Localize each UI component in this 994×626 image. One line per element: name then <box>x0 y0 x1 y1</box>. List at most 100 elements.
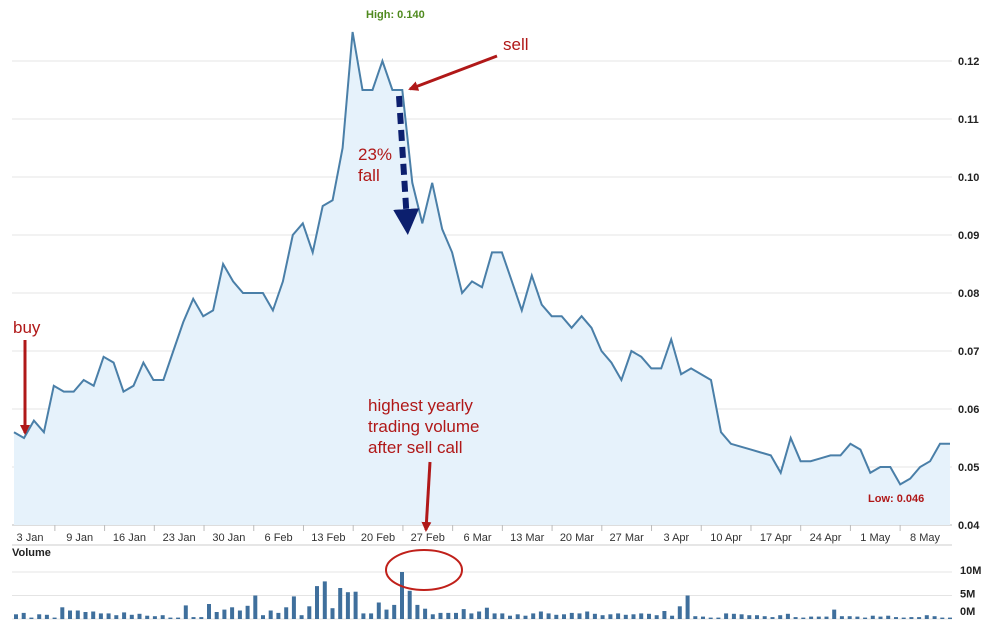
volume-bar <box>515 614 520 619</box>
volume-bar <box>322 581 327 619</box>
volume-bar <box>839 616 844 619</box>
volume-bar <box>384 609 389 619</box>
volume-bar <box>569 612 574 619</box>
volume-bar <box>83 612 88 620</box>
volume-bar <box>14 614 18 619</box>
volume-bar <box>299 615 304 619</box>
volume-bars <box>14 572 952 620</box>
volume-bar <box>407 590 412 619</box>
volume-y-tick-label: 5M <box>960 589 975 601</box>
y-tick-label: 0.04 <box>958 520 980 532</box>
volume-bar <box>809 616 814 619</box>
fall-annotation-line1: 23% <box>358 145 392 164</box>
volume-bar <box>847 616 852 619</box>
volume-bar <box>52 617 57 619</box>
volume-bar <box>662 611 667 619</box>
volume-bar <box>677 606 682 619</box>
volume-bar <box>338 588 343 619</box>
volume-bar <box>75 610 80 619</box>
x-tick-label: 16 Jan <box>113 532 146 544</box>
volume-bar <box>122 612 127 619</box>
volume-bar <box>29 617 34 619</box>
volume-bar <box>268 610 273 619</box>
volume-bar <box>183 605 188 619</box>
volume-bar <box>492 613 497 619</box>
volume-bar <box>446 612 451 619</box>
volume-bar <box>855 616 860 619</box>
volume-bar <box>886 615 891 619</box>
volume-bar <box>98 613 103 619</box>
volume-bar <box>639 613 644 619</box>
volume-bar <box>129 614 134 619</box>
volume-bar <box>909 617 914 619</box>
y-tick-label: 0.08 <box>958 288 979 300</box>
volume-bar <box>114 615 119 619</box>
volume-bar <box>894 617 898 619</box>
volume-bar <box>253 595 258 619</box>
volume-bar <box>245 605 250 619</box>
volume-bar <box>353 591 358 619</box>
fall-arrow <box>393 95 420 235</box>
volume-bar <box>315 586 319 619</box>
x-tick-label: 27 Mar <box>610 532 645 544</box>
x-tick-label: 8 May <box>910 532 940 544</box>
volume-bar <box>230 607 235 620</box>
volume-bar <box>91 611 96 619</box>
volume-bar <box>585 611 590 619</box>
volume-annotation-line1: highest yearly <box>368 396 473 415</box>
volume-bar <box>376 602 381 619</box>
volume-bar <box>438 612 443 619</box>
vertical-gridlines <box>54 525 901 531</box>
volume-bar <box>137 613 142 619</box>
volume-bar <box>623 614 628 619</box>
volume-bar <box>361 613 366 619</box>
volume-bar <box>500 613 505 619</box>
volume-bar <box>546 613 551 619</box>
volume-bar <box>454 612 458 619</box>
x-tick-label: 9 Jan <box>66 532 93 544</box>
low-label: Low: 0.046 <box>868 493 924 505</box>
volume-bar <box>739 614 744 619</box>
sell-annotation: sell <box>503 35 529 54</box>
volume-bar <box>461 609 466 619</box>
volume-bar <box>160 615 165 619</box>
volume-bar <box>917 617 922 619</box>
x-tick-label: 13 Feb <box>311 532 345 544</box>
volume-bar <box>670 615 675 619</box>
buy-annotation: buy <box>13 318 41 337</box>
volume-bar <box>824 616 829 619</box>
volume-bar <box>261 615 265 619</box>
volume-bar <box>21 612 26 619</box>
y-tick-label: 0.06 <box>958 404 979 416</box>
volume-bar <box>106 613 111 619</box>
y-tick-label: 0.12 <box>958 56 979 68</box>
volume-y-axis: 10M 5M 0M <box>960 565 981 618</box>
volume-bar <box>276 612 281 619</box>
x-tick-label: 3 Jan <box>17 532 44 544</box>
volume-title: Volume <box>12 547 51 559</box>
price-area <box>14 32 950 525</box>
volume-bar <box>176 617 181 619</box>
x-tick-label: 13 Mar <box>510 532 545 544</box>
volume-bar <box>924 615 929 619</box>
volume-y-tick-label: 10M <box>960 565 981 577</box>
volume-bar <box>369 613 374 619</box>
volume-bar <box>37 614 42 619</box>
volume-bar <box>901 617 906 619</box>
x-tick-label: 6 Mar <box>463 532 491 544</box>
volume-bar <box>191 617 196 619</box>
volume-bar <box>168 617 173 619</box>
x-tick-label: 30 Jan <box>212 532 245 544</box>
volume-bar <box>631 614 636 619</box>
volume-bar <box>430 614 435 619</box>
y-tick-label: 0.05 <box>958 462 979 474</box>
volume-bar <box>870 615 875 619</box>
price-line <box>13 31 950 486</box>
volume-bar <box>307 606 312 619</box>
y-tick-label: 0.07 <box>958 346 979 358</box>
volume-bar <box>816 616 821 619</box>
volume-highlight-circle <box>385 549 463 591</box>
high-label: High: 0.140 <box>366 9 425 21</box>
volume-bar <box>785 613 790 619</box>
